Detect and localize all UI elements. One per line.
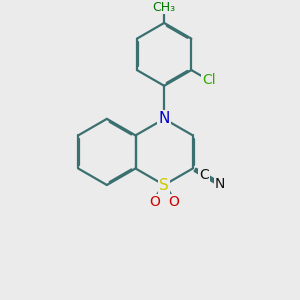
Text: Cl: Cl bbox=[202, 73, 216, 87]
Text: N: N bbox=[215, 177, 225, 191]
Text: N: N bbox=[158, 111, 170, 126]
Text: CH₃: CH₃ bbox=[153, 1, 176, 13]
Text: S: S bbox=[159, 178, 169, 193]
Text: O: O bbox=[149, 195, 160, 209]
Text: O: O bbox=[169, 195, 179, 209]
Text: C: C bbox=[199, 168, 209, 182]
